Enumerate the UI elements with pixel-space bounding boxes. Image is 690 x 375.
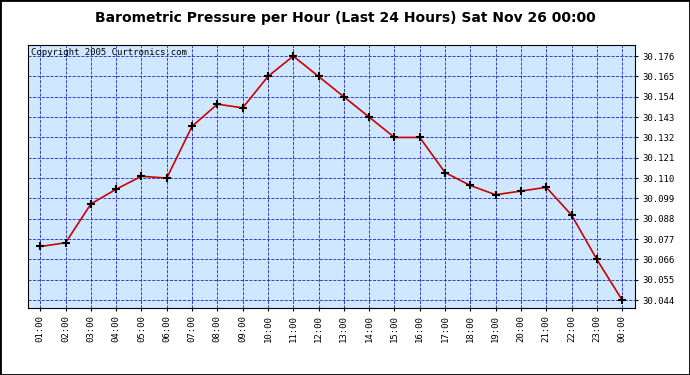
Text: Barometric Pressure per Hour (Last 24 Hours) Sat Nov 26 00:00: Barometric Pressure per Hour (Last 24 Ho… [95, 11, 595, 25]
Text: Copyright 2005 Curtronics.com: Copyright 2005 Curtronics.com [30, 48, 186, 57]
